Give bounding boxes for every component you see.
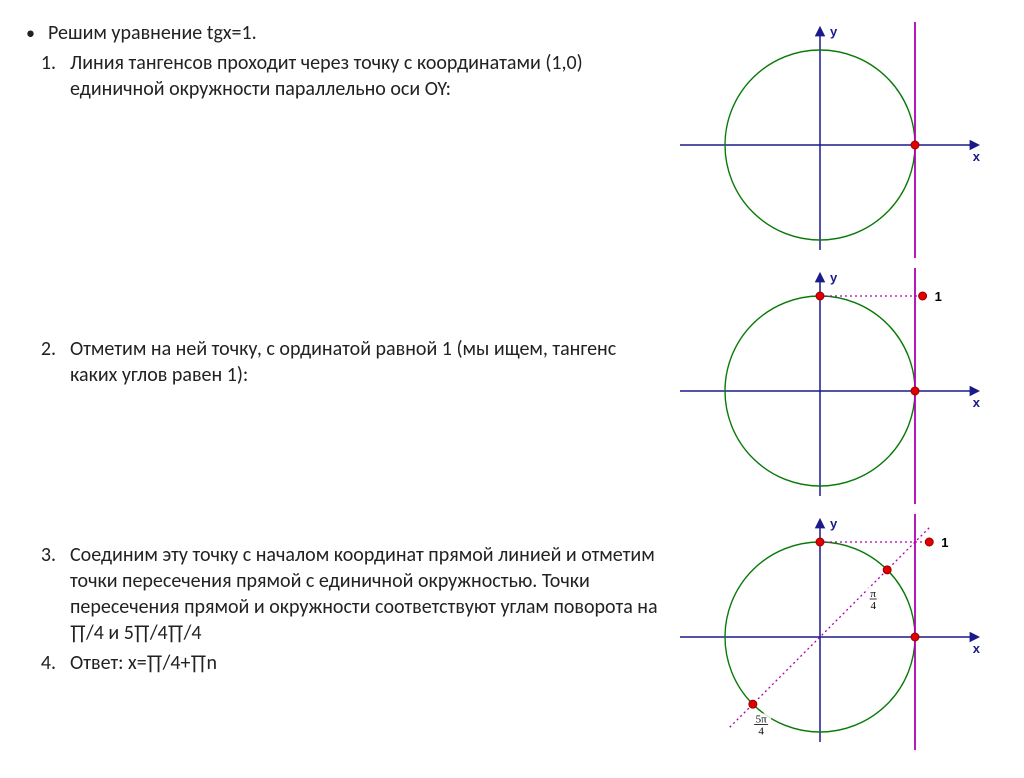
step-1-num: 1.	[26, 50, 70, 76]
diagram-3: xy1π45π4	[670, 512, 990, 752]
svg-text:y: y	[830, 24, 838, 39]
svg-text:1: 1	[935, 289, 942, 304]
step-3-text: Соединим эту точку с началом координат п…	[70, 542, 660, 646]
svg-text:4: 4	[870, 600, 876, 612]
svg-text:π: π	[870, 588, 876, 600]
svg-text:1: 1	[941, 535, 948, 550]
intro-bullet: • Решим уравнение tgx=1.	[26, 20, 660, 46]
textcol-3: 3. Соединим эту точку с началом координа…	[40, 512, 670, 680]
diagram-1: xy	[670, 20, 990, 260]
step-3-num: 3.	[26, 542, 70, 568]
intro-text: Решим уравнение tgx=1.	[48, 20, 257, 46]
svg-text:y: y	[830, 270, 838, 285]
step-2: 2. Отметим на ней точку, с ординатой рав…	[26, 336, 660, 388]
diagram-2-col: x y 1	[670, 266, 990, 506]
svg-text:5π: 5π	[756, 713, 768, 725]
step-2-num: 2.	[26, 336, 70, 362]
step-4-text: Ответ: х=∏/4+∏n	[70, 650, 217, 676]
svg-text:x: x	[973, 149, 981, 164]
svg-text:4: 4	[758, 725, 764, 737]
textcol-2: 2. Отметим на ней точку, с ординатой рав…	[40, 266, 670, 392]
step-1: 1. Линия тангенсов проходит через точку …	[26, 50, 660, 102]
step-2-text: Отметим на ней точку, с ординатой равной…	[70, 336, 660, 388]
diagram-2: x y 1	[670, 266, 990, 506]
bullet-marker: •	[26, 20, 48, 46]
step-4-num: 4.	[26, 650, 70, 676]
svg-text:y: y	[830, 516, 838, 531]
svg-text:x: x	[973, 395, 981, 410]
step-1-text: Линия тангенсов проходит через точку с к…	[70, 50, 660, 102]
row-step-3: 3. Соединим эту точку с началом координа…	[40, 512, 1014, 752]
row-step-2: 2. Отметим на ней точку, с ординатой рав…	[40, 266, 1014, 506]
textcol-1: • Решим уравнение tgx=1. 1. Линия танген…	[40, 20, 670, 106]
step-3: 3. Соединим эту точку с началом координа…	[26, 542, 660, 646]
step-4: 4. Ответ: х=∏/4+∏n	[26, 650, 660, 676]
svg-text:x: x	[973, 641, 981, 656]
diagram-1-col: xy	[670, 20, 990, 260]
row-step-1: • Решим уравнение tgx=1. 1. Линия танген…	[40, 20, 1014, 260]
diagram-3-col: xy1π45π4	[670, 512, 990, 752]
